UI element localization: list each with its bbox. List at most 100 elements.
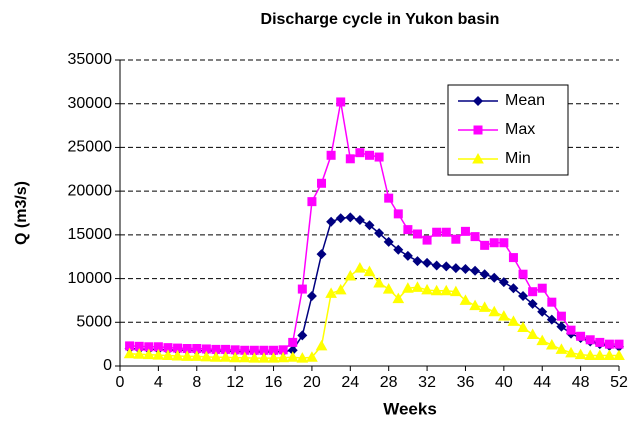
marker — [412, 229, 422, 239]
marker — [297, 330, 308, 341]
marker — [267, 352, 280, 363]
marker — [556, 321, 567, 332]
marker — [258, 352, 270, 363]
marker — [123, 347, 136, 359]
marker — [192, 344, 202, 354]
marker — [201, 344, 211, 354]
marker — [287, 345, 298, 356]
legend-marker — [473, 96, 483, 106]
marker — [595, 337, 605, 347]
x-tick-label: 28 — [380, 374, 398, 391]
marker — [393, 244, 404, 255]
marker — [574, 348, 587, 360]
marker — [344, 269, 357, 281]
marker — [518, 269, 528, 279]
x-tick-label: 4 — [154, 374, 163, 391]
marker — [134, 341, 144, 351]
marker — [307, 197, 317, 207]
marker — [383, 236, 394, 247]
marker — [181, 350, 194, 361]
marker — [421, 283, 433, 295]
marker — [497, 310, 510, 321]
series-line — [129, 101, 619, 352]
marker — [411, 281, 424, 292]
marker — [153, 342, 163, 352]
marker — [211, 344, 221, 354]
marker — [163, 343, 173, 353]
marker — [133, 348, 146, 359]
marker — [470, 232, 480, 242]
marker — [546, 314, 557, 325]
marker — [336, 97, 346, 107]
marker — [365, 150, 374, 160]
marker — [603, 349, 616, 361]
x-tick-label: 48 — [572, 374, 590, 391]
marker — [566, 325, 576, 335]
marker — [219, 351, 232, 362]
marker — [537, 283, 547, 293]
marker — [593, 349, 606, 361]
marker — [335, 213, 346, 224]
marker — [278, 345, 288, 355]
marker — [585, 335, 595, 345]
marker — [469, 299, 481, 311]
marker — [432, 227, 442, 237]
marker — [317, 178, 327, 188]
marker — [221, 344, 231, 354]
legend-label: Min — [505, 150, 531, 167]
marker — [508, 283, 519, 294]
marker — [556, 311, 566, 321]
y-tick-label: 25000 — [68, 139, 113, 156]
x-tick-label: 8 — [192, 374, 201, 391]
marker — [315, 339, 328, 351]
y-tick-label: 30000 — [68, 95, 113, 112]
marker — [537, 306, 548, 317]
marker — [451, 234, 461, 244]
marker — [230, 345, 240, 355]
marker — [316, 249, 327, 260]
marker — [555, 343, 568, 354]
series-line — [129, 216, 620, 353]
marker — [277, 351, 289, 363]
marker — [142, 348, 155, 360]
marker — [614, 339, 624, 349]
marker — [613, 349, 625, 361]
marker — [259, 345, 269, 355]
marker — [547, 297, 557, 307]
marker — [210, 351, 222, 362]
legend-marker — [473, 125, 483, 135]
marker — [479, 269, 490, 280]
marker — [364, 220, 375, 231]
marker — [200, 350, 213, 362]
marker — [152, 349, 165, 360]
marker — [441, 261, 452, 272]
y-tick-label: 15000 — [68, 226, 113, 243]
marker — [334, 283, 347, 295]
marker — [403, 225, 413, 235]
marker — [545, 338, 558, 350]
legend-label: Max — [505, 121, 535, 138]
marker — [565, 346, 577, 358]
marker — [576, 331, 586, 341]
marker — [382, 283, 395, 294]
marker — [296, 352, 309, 363]
y-tick-label: 0 — [103, 357, 112, 374]
marker — [460, 226, 470, 236]
marker — [325, 287, 337, 298]
marker — [144, 342, 154, 352]
marker — [499, 238, 509, 248]
legend-label: Mean — [505, 92, 545, 109]
marker — [297, 284, 307, 294]
marker — [480, 240, 490, 250]
marker — [478, 301, 491, 312]
y-tick-label: 10000 — [68, 270, 113, 287]
marker — [306, 291, 317, 302]
marker — [393, 209, 403, 219]
marker — [384, 193, 394, 203]
chart-title: Discharge cycle in Yukon basin — [261, 11, 500, 28]
marker — [190, 350, 203, 361]
marker — [412, 256, 423, 267]
marker — [306, 351, 318, 362]
marker — [431, 260, 442, 271]
